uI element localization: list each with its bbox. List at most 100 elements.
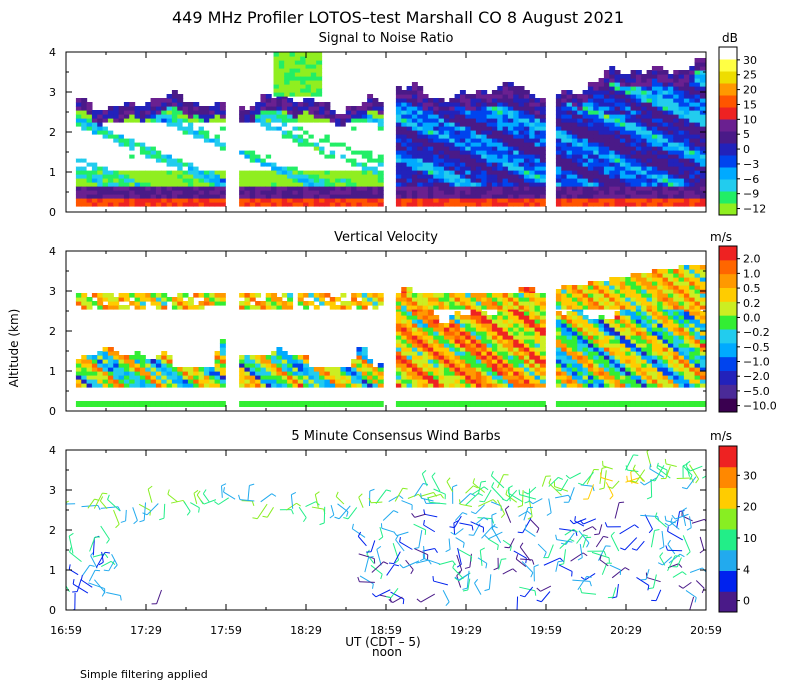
- snr-cell: [475, 126, 482, 131]
- snr-cell: [662, 90, 669, 95]
- snr-cell: [97, 202, 104, 207]
- snr-cell: [566, 186, 573, 191]
- vv-cell: [422, 331, 429, 336]
- vv-cell: [145, 297, 152, 302]
- snr-cell: [678, 126, 685, 131]
- snr-cell: [161, 150, 168, 155]
- snr-cell: [699, 82, 706, 87]
- vv-cell: [150, 293, 157, 298]
- snr-cell: [255, 138, 262, 143]
- snr-cell: [619, 126, 626, 131]
- snr-cell: [265, 126, 272, 131]
- vv-cell: [356, 301, 363, 306]
- snr-cell: [502, 170, 509, 175]
- snr-cell: [657, 86, 664, 91]
- snr-cell: [335, 174, 342, 179]
- vv-cell: [454, 379, 461, 384]
- vv-cell: [454, 371, 461, 376]
- vv-cell: [303, 359, 310, 364]
- snr-cell: [614, 174, 621, 179]
- vv-cell: [566, 355, 573, 360]
- vv-cell: [433, 371, 440, 376]
- vv-cell: [523, 327, 530, 332]
- vv-cell: [507, 327, 514, 332]
- snr-cell: [155, 158, 162, 163]
- vv-cell: [561, 331, 568, 336]
- snr-cell: [635, 94, 642, 99]
- snr-cell: [667, 98, 674, 103]
- snr-cell: [145, 130, 152, 135]
- snr-cell: [166, 158, 173, 163]
- snr-cell: [182, 138, 189, 143]
- snr-cell: [198, 110, 205, 115]
- snr-cell: [667, 142, 674, 147]
- snr-cell: [603, 170, 610, 175]
- vv-cell: [603, 285, 610, 290]
- snr-cell: [651, 170, 658, 175]
- snr-cell: [523, 166, 530, 171]
- snr-cell: [367, 94, 374, 99]
- snr-cell: [422, 94, 429, 99]
- snr-cell: [177, 102, 184, 107]
- vv-cell: [497, 363, 504, 368]
- snr-cell: [260, 178, 267, 183]
- vv-cell: [513, 367, 520, 372]
- vv-cell: [593, 281, 600, 286]
- snr-cell: [329, 190, 336, 195]
- snr-cell: [177, 166, 184, 171]
- vv-cell: [502, 315, 509, 320]
- vv-cell: [260, 359, 267, 364]
- vv-cell: [497, 347, 504, 352]
- snr-cell: [694, 90, 701, 95]
- snr-cell: [411, 86, 418, 91]
- snr-cell: [171, 178, 178, 183]
- snr-cell: [209, 198, 216, 203]
- snr-cell: [625, 82, 632, 87]
- snr-cell: [287, 178, 294, 183]
- vv-cell: [260, 355, 267, 360]
- snr-cell: [630, 178, 637, 183]
- snr-cell: [689, 94, 696, 99]
- vv-cell: [555, 327, 562, 332]
- vv-cell: [497, 383, 504, 388]
- snr-cell: [303, 198, 310, 203]
- snr-cell: [187, 114, 194, 119]
- snr-cell: [523, 114, 530, 119]
- vv-cell: [518, 375, 525, 380]
- snr-cell: [518, 174, 525, 179]
- vv-cell: [97, 379, 104, 384]
- vv-cell: [335, 367, 342, 372]
- vv-cell: [303, 363, 310, 368]
- vv-cell: [187, 371, 194, 376]
- snr-cell: [411, 106, 418, 111]
- snr-cell: [678, 178, 685, 183]
- vv-cell: [249, 355, 256, 360]
- snr-cell: [614, 154, 621, 159]
- vv-cell: [406, 401, 413, 407]
- vv-cell: [513, 331, 520, 336]
- vv-cell: [593, 343, 600, 348]
- vv-cell: [134, 371, 141, 376]
- snr-cell: [502, 94, 509, 99]
- vv-cell: [486, 375, 493, 380]
- snr-cell: [139, 154, 146, 159]
- snr-cell: [255, 198, 262, 203]
- vv-cell: [356, 355, 363, 360]
- snr-cell: [667, 118, 674, 123]
- snr-cell: [603, 78, 610, 83]
- snr-cell: [203, 166, 210, 171]
- snr-cell: [292, 106, 299, 111]
- vv-cell: [529, 323, 536, 328]
- vv-cell: [249, 293, 256, 298]
- snr-cell: [287, 118, 294, 123]
- snr-cell: [481, 142, 488, 147]
- snr-cell: [319, 126, 326, 131]
- vv-cell: [118, 363, 125, 368]
- vv-cell: [297, 297, 304, 302]
- vv-cell: [518, 401, 525, 407]
- vv-cell: [401, 323, 408, 328]
- vv-cell: [539, 367, 546, 372]
- snr-cell: [265, 110, 272, 115]
- snr-cell: [475, 114, 482, 119]
- vv-cell: [518, 319, 525, 324]
